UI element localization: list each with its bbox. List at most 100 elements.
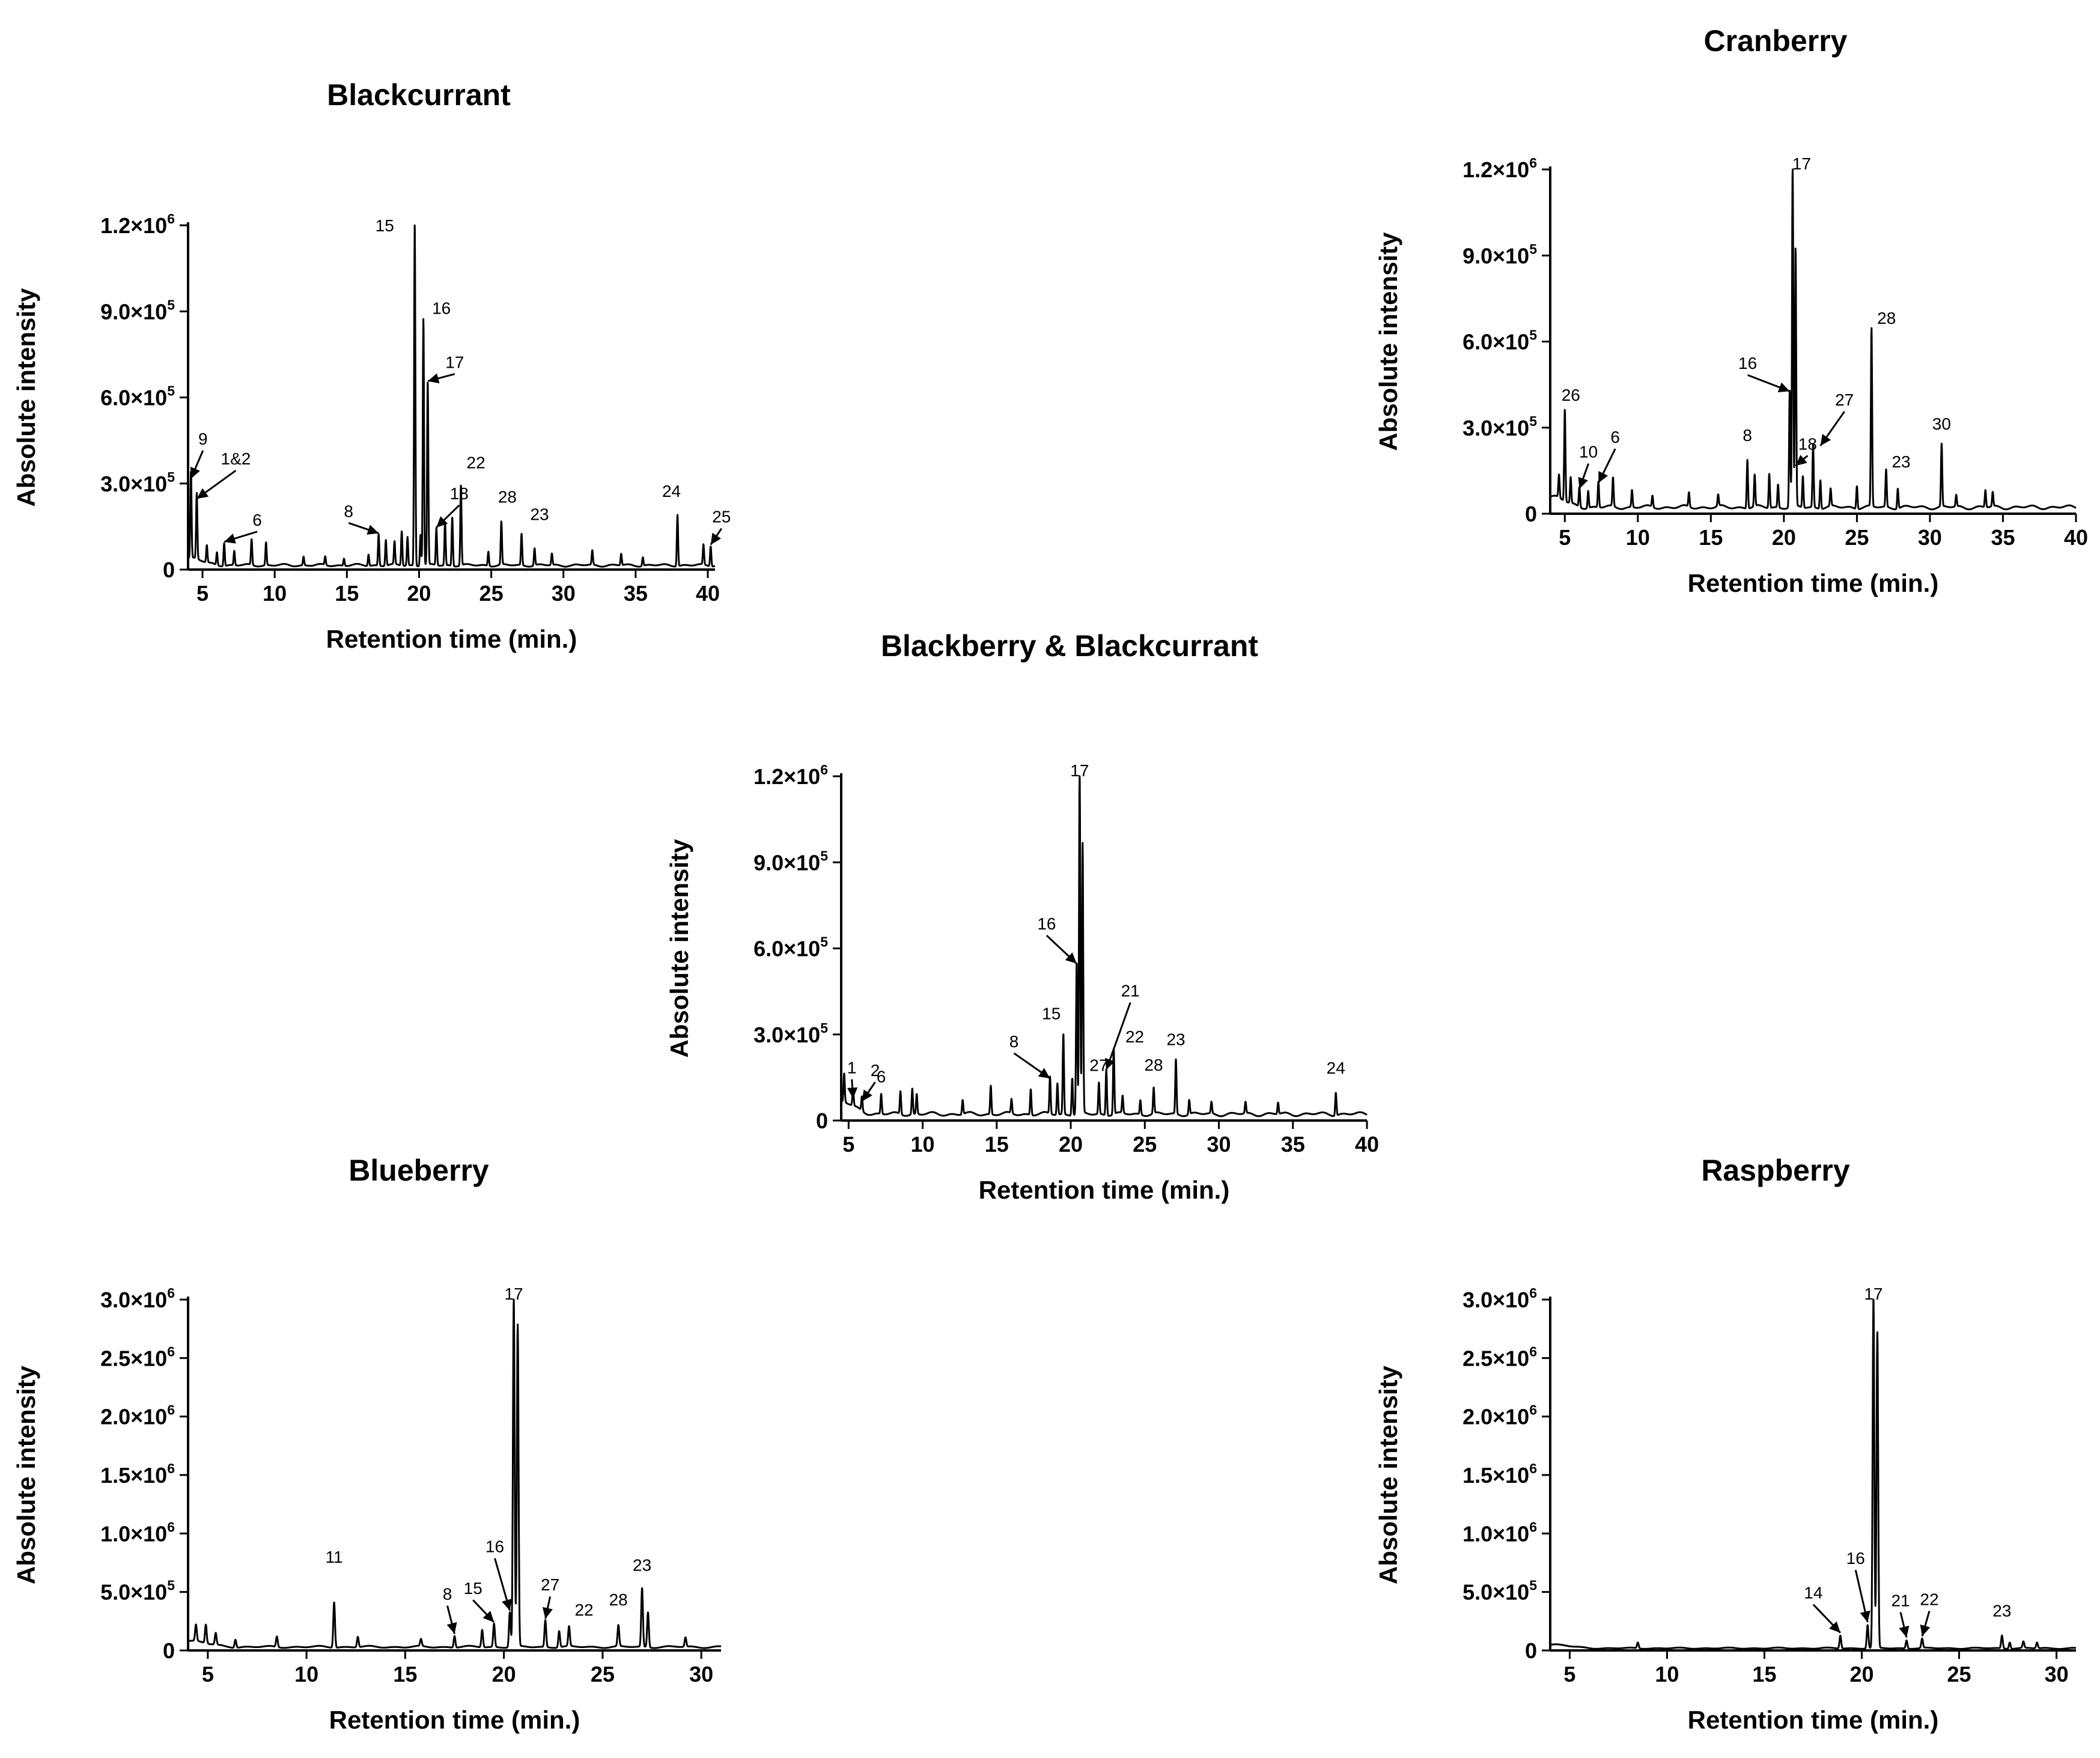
x-tick-label: 10 [911,1132,935,1157]
peak-label-2: 2 [871,1061,880,1080]
y-tick-mantissa: 6.0×10 [1462,330,1529,354]
x-tick-label: 15 [1752,1662,1776,1687]
y-tick-exponent: 6 [820,762,828,777]
peak-label-28: 28 [1877,309,1896,327]
y-tick-mantissa: 1.5×10 [100,1463,167,1488]
arrow-head [1598,471,1608,484]
x-tick-label: 30 [1207,1132,1231,1157]
y-tick-label: 9.0×105 [1462,241,1537,268]
arrow-head [1820,434,1831,446]
peak-label-10: 10 [1579,443,1598,461]
y-tick-label: 0 [163,1638,175,1663]
x-tick-label: 15 [335,581,359,606]
y-tick-mantissa: 3.0×10 [753,1023,820,1047]
y-axis-label: Absolute intensity [665,839,693,1058]
peak-label-27: 27 [1089,1056,1108,1074]
x-tick-label: 25 [1947,1662,1971,1687]
x-tick-label: 5 [202,1662,214,1687]
arrow-head [1777,382,1790,392]
peak-label-22: 22 [1125,1027,1144,1046]
arrow-head [542,1607,553,1619]
peak-label-23: 23 [1166,1030,1185,1048]
peak-label-6: 6 [877,1068,886,1086]
y-tick-label: 5.0×105 [100,1578,175,1605]
peak-label-24: 24 [662,482,681,500]
y-tick-exponent: 6 [1529,155,1537,171]
y-tick-exponent: 5 [167,383,175,399]
y-axis-label: Absolute intensity [1374,232,1402,451]
x-tick-label: 10 [1626,525,1650,550]
peak-label-11: 11 [326,1548,343,1566]
chart-title: Raspberry [1701,1154,1850,1187]
arrow-head [196,488,209,499]
y-tick-label: 9.0×105 [753,848,828,875]
y-tick-label: 6.0×105 [100,383,175,410]
y-tick-label: 5.0×105 [1462,1578,1537,1605]
y-tick-mantissa: 1.2×10 [100,213,167,238]
y-axis-label: Absolute intensity [12,288,40,507]
y-tick-label: 1.5×106 [100,1461,175,1488]
peak-label-18: 18 [450,484,469,503]
x-tick-label: 40 [1355,1132,1379,1157]
y-tick-mantissa: 0 [816,1109,828,1133]
y-tick-mantissa: 0 [1525,1638,1537,1663]
y-tick-exponent: 6 [167,1343,175,1359]
peak-label-17: 17 [1792,154,1811,173]
y-tick-exponent: 6 [1529,1461,1537,1476]
chart-title: Blueberry [348,1154,489,1187]
y-tick-label: 2.0×106 [1462,1402,1537,1429]
x-axis-label: Retention time (min.) [1688,569,1939,597]
x-tick-label: 15 [985,1132,1009,1157]
x-axis-label: Retention time (min.) [979,1176,1230,1204]
peak-label-26: 26 [1562,386,1580,404]
y-tick-label: 6.0×105 [753,934,828,961]
x-tick-label: 40 [2064,525,2088,550]
peak-label-28: 28 [498,487,517,506]
chromatogram-trace [1549,168,2077,511]
x-tick-label: 20 [1849,1662,1873,1687]
panel-blackberry-blackcurrant: Blackberry & Blackcurrant Absolute intens… [665,629,1379,1204]
y-tick-label: 9.0×105 [100,297,175,324]
arrow-head [1578,476,1588,489]
x-tick-label: 5 [1559,525,1571,550]
peak-label-27: 27 [1835,391,1854,409]
arrow-head [1899,1625,1910,1638]
y-tick-label: 0 [1525,502,1537,526]
x-tick-label: 15 [1699,525,1723,550]
x-tick-label: 10 [263,581,287,606]
arrow-head [482,1611,495,1623]
peak-label-30: 30 [1932,415,1951,433]
x-tick-label: 35 [1281,1132,1305,1157]
arrow-head [1829,1621,1840,1633]
y-tick-mantissa: 0 [163,558,175,582]
y-tick-exponent: 6 [1529,1343,1537,1359]
peak-label-8: 8 [344,502,353,520]
arrow-head [1860,1610,1870,1623]
x-tick-label: 20 [1059,1132,1083,1157]
x-tick-label: 10 [1655,1662,1679,1687]
y-tick-mantissa: 9.0×10 [100,299,167,324]
y-tick-label: 6.0×105 [1462,327,1537,354]
x-tick-label: 5 [196,581,208,606]
y-tick-label: 3.0×105 [753,1020,828,1047]
x-tick-label: 30 [1918,525,1942,550]
y-tick-mantissa: 1.2×10 [753,764,820,789]
y-axis-label: Absolute intensity [1374,1365,1402,1584]
x-axis-label: Retention time (min.) [329,1706,580,1734]
peak-label-14: 14 [1804,1584,1822,1602]
x-tick-label: 25 [591,1662,615,1687]
peak-label-15: 15 [1042,1004,1061,1023]
chromatogram-trace [187,224,716,568]
peak-label-23: 23 [633,1556,651,1575]
y-tick-exponent: 5 [1529,1578,1537,1593]
arrow-head [710,532,722,545]
x-tick-label: 20 [492,1662,516,1687]
arrow-head [502,1598,512,1611]
y-tick-exponent: 5 [820,848,828,863]
y-tick-exponent: 6 [167,1285,175,1301]
peak-label-8: 8 [443,1585,452,1604]
y-tick-exponent: 5 [167,1578,175,1593]
peak-label-1: 1 [847,1058,857,1077]
x-tick-label: 40 [696,581,720,606]
